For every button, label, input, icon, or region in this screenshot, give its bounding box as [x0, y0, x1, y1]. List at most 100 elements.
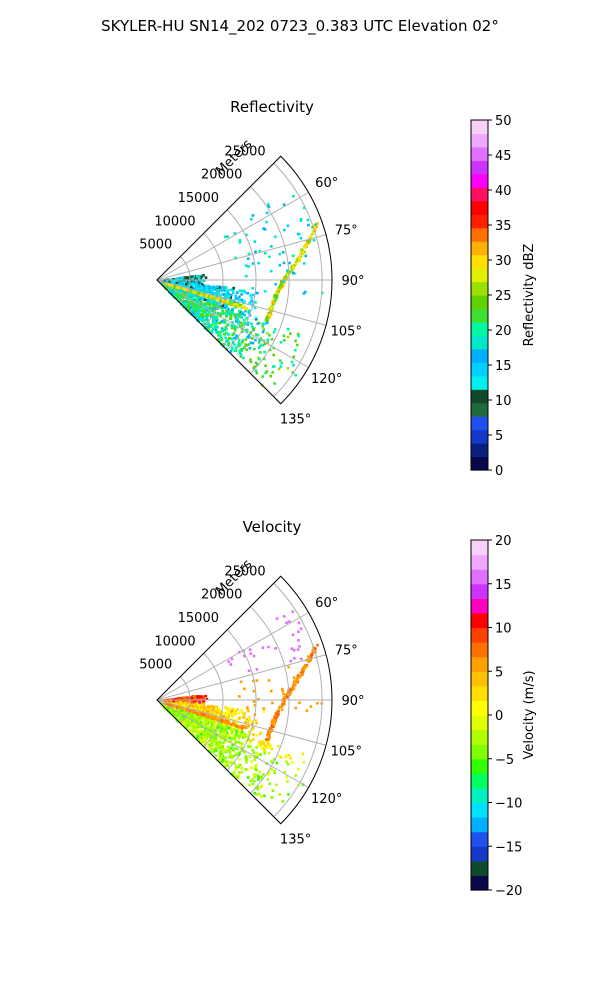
echo-gate [222, 763, 225, 767]
echo-gate [227, 711, 230, 714]
echo-gate [207, 298, 211, 302]
echo-gate [275, 617, 279, 620]
echo-gate [201, 735, 204, 739]
echo-gate [296, 343, 299, 347]
echo-gate [226, 722, 230, 726]
echo-gate [257, 744, 260, 747]
echo-gate [225, 331, 228, 335]
echo-gate [184, 726, 187, 729]
echo-gate [191, 313, 194, 317]
echo-gate [230, 324, 233, 327]
echo-gate [226, 760, 229, 763]
echo-gate [263, 350, 266, 354]
colorbar-tick-label: 40 [495, 184, 512, 199]
echo-gate [227, 288, 230, 292]
echo-gate [256, 787, 260, 791]
echo-gate [197, 291, 201, 295]
colorbar-swatch [471, 744, 488, 760]
echo-gate [283, 281, 286, 285]
echo-gate [262, 227, 265, 230]
colorbar-swatch [471, 802, 488, 818]
echo-gate [240, 729, 244, 732]
echo-gate [282, 615, 286, 618]
echo-gate [302, 761, 305, 764]
echo-gate [211, 736, 215, 740]
echo-gate [258, 249, 262, 253]
echo-gate [286, 780, 289, 783]
echo-gate [194, 724, 198, 728]
echo-gate [191, 277, 194, 280]
echo-gate [209, 325, 213, 328]
echo-gate [221, 299, 224, 302]
echo-gate [271, 302, 275, 306]
echo-gate [254, 250, 257, 254]
echo-gate [286, 224, 290, 227]
echo-gate [262, 339, 266, 343]
echo-gate [287, 665, 290, 669]
echo-gate [248, 755, 252, 758]
echo-gate [255, 751, 259, 755]
echo-gate [186, 300, 189, 304]
echo-gate [239, 313, 243, 316]
echo-gate [273, 301, 276, 305]
echo-gate [310, 653, 313, 657]
echo-gate [221, 300, 224, 304]
echo-gate [239, 680, 243, 684]
echo-gate [162, 284, 166, 287]
echo-gate [192, 306, 195, 309]
echo-gate [215, 722, 218, 726]
echo-gate [190, 700, 193, 704]
echo-gate [226, 235, 230, 238]
echo-gate [229, 723, 233, 726]
echo-gate [201, 732, 204, 736]
echo-gate [224, 756, 227, 759]
echo-gate [276, 292, 280, 295]
echo-gate [242, 356, 245, 360]
echo-gate [202, 319, 205, 322]
echo-gate [189, 696, 193, 700]
echo-gate [249, 294, 252, 297]
echo-gate [187, 309, 191, 312]
echo-gate [212, 309, 216, 312]
echo-gate [263, 290, 267, 293]
echo-gate [201, 316, 204, 319]
colorbar-swatch [471, 456, 488, 471]
echo-gate [228, 751, 232, 754]
echo-gate [191, 275, 194, 278]
echo-gate [272, 353, 275, 357]
echo-gate [181, 281, 184, 284]
echo-gate [262, 357, 266, 361]
radar-panel-reflectivity: Reflectivity500010000150002000025000Mete… [139, 98, 537, 479]
echo-gate [234, 294, 238, 298]
echo-gate [241, 726, 245, 729]
echo-gate [270, 269, 273, 273]
echo-gate [211, 708, 214, 712]
echo-gate [224, 336, 227, 340]
echo-gate [194, 702, 197, 705]
echo-gate [286, 327, 290, 331]
echo-gate [280, 708, 284, 711]
echo-gate [255, 722, 258, 725]
echo-gate [245, 233, 248, 237]
echo-gate [202, 315, 206, 318]
echo-gate [166, 702, 170, 706]
colorbar-swatch [471, 254, 488, 269]
echo-gate [218, 755, 222, 759]
echo-gate [223, 342, 226, 346]
echo-gate [200, 730, 204, 733]
echo-gate [198, 718, 202, 722]
echo-gate [199, 708, 203, 712]
echo-gate [243, 654, 246, 658]
echo-gate [282, 692, 285, 696]
echo-gate [230, 718, 234, 721]
echo-gate [303, 667, 306, 670]
echo-gate [202, 706, 205, 709]
echo-gate [305, 242, 309, 245]
echo-gate [257, 778, 260, 781]
echo-gate [167, 708, 171, 712]
echo-gate [261, 646, 265, 650]
echo-gate [236, 301, 240, 305]
echo-gate [257, 321, 261, 324]
echo-gate [174, 296, 178, 299]
echo-gate [302, 252, 305, 256]
